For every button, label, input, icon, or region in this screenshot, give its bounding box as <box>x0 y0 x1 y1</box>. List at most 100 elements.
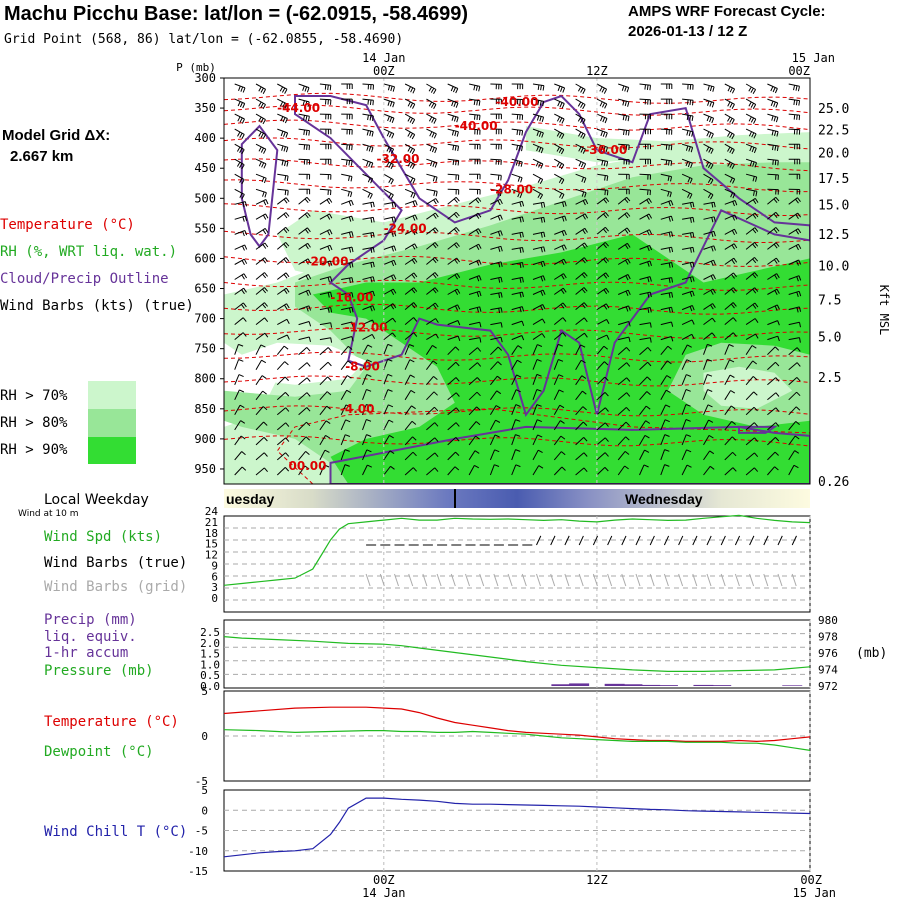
wind-barb <box>532 434 543 446</box>
wind-barb <box>298 336 311 343</box>
wind-barb <box>362 246 375 253</box>
wind-barb <box>639 347 652 356</box>
wind-barb <box>596 242 609 250</box>
wind-barb <box>767 407 780 416</box>
wind-barb <box>639 337 652 343</box>
wind-barb <box>469 337 482 343</box>
wind-barb <box>639 434 650 446</box>
wind-barb <box>404 200 418 207</box>
wind-barb <box>809 443 810 445</box>
wind-barb <box>767 242 780 250</box>
wind-barb <box>277 303 290 311</box>
wind-barb <box>298 258 312 265</box>
wind-barb <box>596 173 609 181</box>
height-tick-label: 22.5 <box>818 124 849 139</box>
wind-barb <box>362 319 376 326</box>
wind-barb <box>618 321 631 327</box>
wind-barb <box>703 245 716 252</box>
wind-barb <box>404 420 417 431</box>
wind-barb <box>511 374 522 386</box>
pressure-tick-label: 600 <box>194 251 216 265</box>
wind-barb <box>745 406 758 416</box>
wind-barb <box>298 128 310 136</box>
wind-barb <box>681 434 691 446</box>
local-weekday-label: Local Weekday <box>44 492 149 508</box>
wind-barb <box>469 128 481 135</box>
wind-barb <box>681 419 691 431</box>
wind-barb <box>681 188 693 199</box>
wind-barb <box>660 215 674 222</box>
wind-barb <box>277 98 288 109</box>
wind-barb <box>362 374 372 385</box>
wind-barb <box>809 413 810 415</box>
wind-barb <box>362 290 375 297</box>
wind-barb <box>746 188 758 197</box>
height-axis-label: Kft MSL <box>877 285 891 336</box>
wind-barb <box>255 287 268 295</box>
wind-barb <box>596 113 608 124</box>
wind-barb <box>617 362 631 371</box>
wind-barb <box>340 345 353 356</box>
wind-barb <box>447 304 461 311</box>
wind-barb <box>745 98 757 110</box>
wind-barb <box>639 322 652 328</box>
wind-barb <box>255 437 268 446</box>
wind-barb <box>660 158 673 166</box>
wind-barb <box>767 437 780 446</box>
wind-barb <box>234 113 245 124</box>
wind-barb <box>234 83 246 93</box>
label-temperature: Temperature (°C) <box>44 714 179 730</box>
wind-barb <box>490 98 502 105</box>
wind-barb <box>255 332 269 341</box>
wind-barb <box>468 362 482 371</box>
wind-barb <box>426 272 439 280</box>
wind-barb <box>426 83 437 95</box>
wind-barb <box>341 188 353 198</box>
grid-wind-barb <box>550 573 556 587</box>
wind-barb <box>298 188 311 195</box>
wind-barb <box>788 321 801 328</box>
wind-barb <box>532 389 542 400</box>
wind-barb <box>383 98 395 108</box>
wind-barb <box>532 373 542 385</box>
wind-barb <box>767 128 779 137</box>
wind-barb <box>554 215 567 222</box>
bottom-time-date: 15 Jan <box>793 886 836 900</box>
wind-barb <box>554 173 565 185</box>
grid-wind-barb <box>578 573 584 587</box>
wind-barb <box>276 272 290 280</box>
wind-barb <box>469 98 481 106</box>
wind-barb <box>511 464 521 476</box>
wind-barb <box>319 128 332 135</box>
top-time-date: 14 Jan <box>362 51 405 65</box>
grid-wind-barb <box>422 573 428 587</box>
wind-barb <box>468 290 482 297</box>
legend-rh70-swatch <box>88 381 136 409</box>
wind-barb <box>575 272 588 280</box>
wind-barb <box>682 113 694 121</box>
wind-at-10m-note: Wind at 10 m <box>18 509 79 519</box>
wind-barb <box>490 322 503 328</box>
wind-barb <box>724 436 737 446</box>
wind-barb <box>575 113 586 125</box>
wind-barb <box>426 376 438 386</box>
wind-barb <box>234 128 245 140</box>
wind-barb <box>767 273 780 280</box>
wind-barb <box>767 361 780 371</box>
temperature-tick: 5 <box>201 685 208 698</box>
true-wind-barb <box>663 535 670 546</box>
wind-barb <box>383 288 397 295</box>
wind-barb <box>362 419 372 431</box>
wind-barb <box>788 259 802 266</box>
wind-barb <box>575 437 588 446</box>
wind-barb <box>617 392 631 401</box>
wind-barb <box>553 404 565 416</box>
true-wind-barb <box>763 535 769 546</box>
wind-barb <box>468 406 481 416</box>
wind-barb <box>234 201 248 208</box>
true-wind-barb <box>635 535 641 546</box>
wind-barb <box>319 173 332 180</box>
height-tick-label: 0.26 <box>818 475 849 490</box>
wind-barb <box>617 377 631 386</box>
